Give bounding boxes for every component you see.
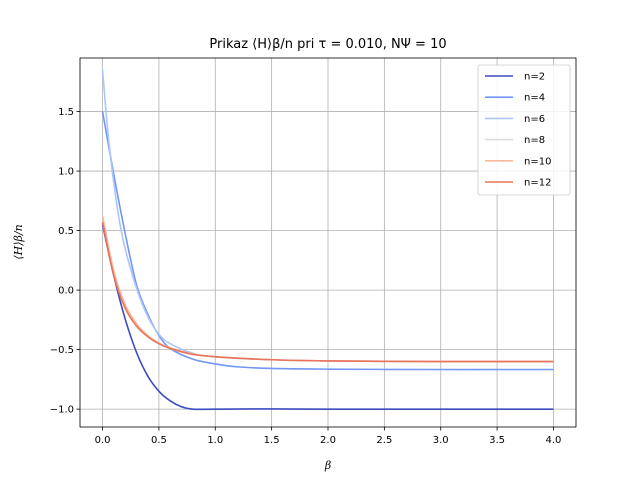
x-tick-label: 1.0 xyxy=(207,435,223,446)
x-tick-label: 3.0 xyxy=(433,435,449,446)
axis-ticks: 0.0 0.5 1.0 1.5 2.0 2.5 3.0 3.5 4.0 −1.0 −0.5 0.0 0.… xyxy=(50,107,562,446)
legend-label-n-6: n=6 xyxy=(524,114,545,125)
x-tick-label: 4.0 xyxy=(546,435,562,446)
legend: n=2 n=4 n=6 n=8 n=10 n=12 xyxy=(477,64,571,196)
x-tick-label: 3.5 xyxy=(489,435,505,446)
y-tick-label: 0.5 xyxy=(58,226,74,237)
legend-box xyxy=(477,64,571,196)
x-tick-label: 2.5 xyxy=(376,435,392,446)
legend-label-n-12: n=12 xyxy=(524,178,551,189)
y-tick-label: −0.5 xyxy=(50,345,74,356)
x-tick-label: 0.5 xyxy=(151,435,167,446)
legend-label-n-2: n=2 xyxy=(524,72,545,83)
x-tick-label: 2.0 xyxy=(320,435,336,446)
y-tick-label: −1.0 xyxy=(50,405,74,416)
y-tick-label: 1.5 xyxy=(58,107,74,118)
y-tick-label: 0.0 xyxy=(58,286,74,297)
y-tick-label: 1.0 xyxy=(58,167,74,178)
x-tick-label: 1.5 xyxy=(264,435,280,446)
y-axis-label: ⟨H⟩β/n xyxy=(12,224,25,259)
x-axis-label: β xyxy=(324,459,331,472)
series-line-n-4 xyxy=(101,111,554,371)
legend-label-n-8: n=8 xyxy=(524,135,545,146)
chart-title: Prikaz ⟨H⟩β/n pri τ = 0.010, NΨ = 10 xyxy=(209,37,446,52)
legend-label-n-4: n=4 xyxy=(524,93,545,104)
series-lines xyxy=(101,69,554,411)
series-line-n-2 xyxy=(101,224,554,411)
series-line-n-12 xyxy=(101,222,554,363)
x-tick-label: 0.0 xyxy=(95,435,111,446)
legend-label-n-10: n=10 xyxy=(524,156,551,167)
